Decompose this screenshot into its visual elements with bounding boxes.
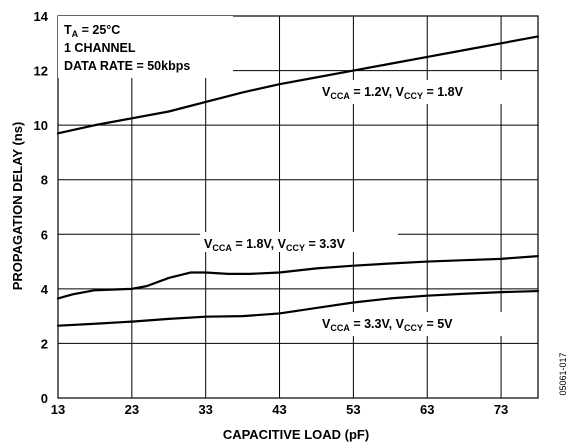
x-tick-label: 23 (125, 402, 139, 417)
series-line-3 (56, 289, 540, 327)
y-axis-title: PROPAGATION DELAY (ns) (10, 122, 25, 291)
conditions-annotation: TA = 25°C 1 CHANNEL DATA RATE = 50kbps (58, 16, 233, 78)
series-line-2 (56, 255, 540, 300)
conditions-background (58, 16, 233, 78)
series-label-1: VCCA = 1.2V, VCCY = 1.8V (318, 80, 516, 104)
x-tick-label: 53 (346, 402, 360, 417)
y-tick-label: 12 (34, 64, 48, 79)
y-tick-label: 14 (34, 9, 49, 24)
series-line-1 (56, 35, 540, 135)
x-axis-title: CAPACITIVE LOAD (pF) (223, 427, 369, 442)
figure-id: 05061-017 (558, 352, 568, 395)
y-tick-label: 10 (34, 118, 48, 133)
series-label-2: VCCA = 1.8V, VCCY = 3.3V (200, 232, 398, 253)
series-lines (56, 35, 540, 327)
tick-labels: 13 23 33 43 53 63 73 0 2 4 6 8 10 12 14 (34, 9, 509, 417)
x-tick-label: 43 (272, 402, 286, 417)
y-tick-label: 8 (41, 173, 48, 188)
x-tick-label: 73 (494, 402, 508, 417)
y-tick-label: 2 (41, 336, 48, 351)
series-label-2-background (200, 232, 398, 252)
y-tick-label: 4 (41, 282, 49, 297)
x-tick-label: 13 (51, 402, 65, 417)
grid-lines (57, 15, 539, 399)
series-label-3: VCCA = 3.3V, VCCY = 5V (318, 312, 510, 336)
x-tick-label: 63 (420, 402, 434, 417)
series-label-2-text: VCCA = 1.8V, VCCY = 3.3V (204, 237, 346, 253)
series-label-1-background (318, 80, 516, 104)
series-label-3-background (318, 312, 510, 336)
series-label-3-text: VCCA = 3.3V, VCCY = 5V (322, 317, 453, 333)
data-rate-condition: DATA RATE = 50kbps (64, 59, 190, 73)
y-tick-label: 0 (41, 391, 48, 406)
channel-condition: 1 CHANNEL (64, 41, 136, 55)
temperature-condition: TA = 25°C (64, 23, 120, 39)
y-tick-label: 6 (41, 227, 48, 242)
series-label-1-text: VCCA = 1.2V, VCCY = 1.8V (322, 85, 464, 101)
x-tick-label: 33 (198, 402, 212, 417)
